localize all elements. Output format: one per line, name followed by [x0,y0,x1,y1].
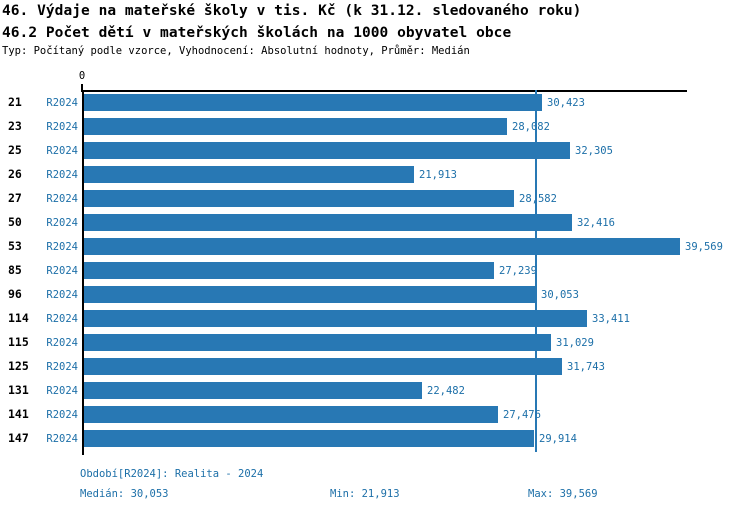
series-label: R2024 [46,313,78,325]
category-label: 23 [8,119,22,133]
bar [84,382,422,399]
value-label: 39,569 [685,241,723,253]
category-label: 114 [8,311,29,325]
footer-median-label: Medián: 30,053 [80,488,169,500]
bar [84,94,542,111]
value-label: 27,476 [503,409,541,421]
footer-period-label: Období[R2024]: Realita - 2024 [80,468,264,480]
chart-subtitle: Typ: Počítaný podle vzorce, Vyhodnocení:… [2,45,470,57]
series-label: R2024 [46,337,78,349]
value-label: 28,082 [512,121,550,133]
series-label: R2024 [46,217,78,229]
category-label: 53 [8,239,22,253]
category-label: 147 [8,431,29,445]
series-label: R2024 [46,241,78,253]
bar [84,118,507,135]
series-label: R2024 [46,145,78,157]
bar [84,430,534,447]
series-label: R2024 [46,289,78,301]
series-label: R2024 [46,265,78,277]
bar [84,310,587,327]
bar [84,142,570,159]
category-label: 85 [8,263,22,277]
chart-title-line2: 46.2 Počet dětí v mateřských školách na … [2,25,512,41]
series-label: R2024 [46,385,78,397]
category-label: 21 [8,95,22,109]
bar [84,334,551,351]
value-label: 31,029 [556,337,594,349]
value-label: 27,239 [499,265,537,277]
x-axis-zero-tick [81,84,83,92]
category-label: 115 [8,335,29,349]
value-label: 32,416 [577,217,615,229]
series-label: R2024 [46,193,78,205]
value-label: 29,914 [539,433,577,445]
y-axis-line [82,90,84,455]
bar [84,214,572,231]
bar [84,262,494,279]
bar [84,286,536,303]
category-label: 131 [8,383,29,397]
median-line [535,90,537,452]
category-label: 26 [8,167,22,181]
category-label: 27 [8,191,22,205]
bar [84,238,680,255]
series-label: R2024 [46,409,78,421]
category-label: 125 [8,359,29,373]
bar [84,166,414,183]
value-label: 30,053 [541,289,579,301]
category-label: 50 [8,215,22,229]
footer-max-label: Max: 39,569 [528,488,598,500]
value-label: 22,482 [427,385,465,397]
series-label: R2024 [46,97,78,109]
value-label: 30,423 [547,97,585,109]
value-label: 21,913 [419,169,457,181]
value-label: 33,411 [592,313,630,325]
series-label: R2024 [46,433,78,445]
series-label: R2024 [46,121,78,133]
category-label: 25 [8,143,22,157]
category-label: 141 [8,407,29,421]
bar [84,406,498,423]
x-axis-line [82,90,687,92]
bar [84,358,562,375]
value-label: 31,743 [567,361,605,373]
value-label: 28,582 [519,193,557,205]
series-label: R2024 [46,361,78,373]
bar [84,190,514,207]
category-label: 96 [8,287,22,301]
chart-title-line1: 46. Výdaje na mateřské školy v tis. Kč (… [2,3,582,19]
x-axis-zero-label: 0 [78,70,86,82]
series-label: R2024 [46,169,78,181]
value-label: 32,305 [575,145,613,157]
footer-min-label: Min: 21,913 [330,488,400,500]
